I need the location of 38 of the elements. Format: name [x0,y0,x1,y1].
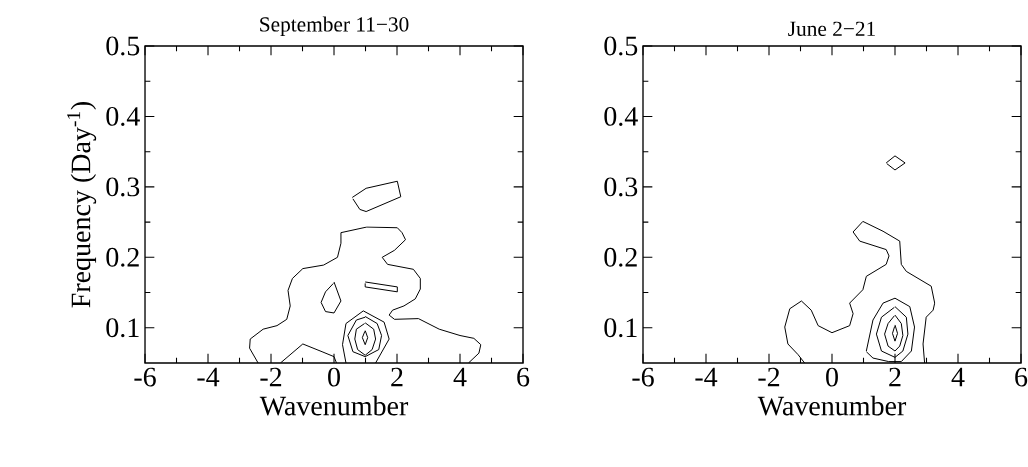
y-tick-label: 0.5 [604,36,638,56]
x-tick-label: 6 [517,367,530,387]
x-tick-label: -4 [695,367,718,387]
y-axis-title: Frequency (Day$^{-1}$) [67,101,97,308]
line-series [364,281,398,293]
x-tick-label: -6 [134,367,156,387]
line-series [361,330,369,346]
line-series [875,306,909,358]
line-series [891,324,899,342]
x-tick-label: -6 [632,367,654,387]
x-tick-label: 2 [889,367,901,387]
line-series [884,314,904,352]
x-tick-label: 4 [453,367,467,387]
x-tick-label: 4 [951,367,965,387]
line-series [351,180,402,213]
x-tick-label: 2 [391,367,403,387]
x-tick-label: -4 [197,367,220,387]
y-tick-label: 0.3 [106,177,140,197]
y-tick-label: 0.1 [604,318,637,338]
line-series [320,281,342,314]
x-tick-label: 0 [826,367,838,387]
y-tick-label: 0.4 [604,106,638,126]
x-axis-title: Wavenumber [757,395,907,416]
x-axis-title: Wavenumber [259,395,409,416]
chart-title: June 2−21 [788,21,875,36]
y-tick-label: 0.5 [106,36,140,56]
x-tick-label: -2 [260,367,282,387]
y-tick-label: 0.1 [106,318,139,338]
line-series [347,316,383,358]
chart-title: September 11−30 [260,16,409,36]
y-tick-label: 0.3 [604,177,638,197]
x-tick-label: 6 [1015,367,1028,387]
line-series [885,155,906,171]
x-tick-label: 0 [328,367,340,387]
y-tick-label: 0.2 [106,247,139,267]
y-tick-label: 0.4 [106,106,140,126]
x-tick-label: -2 [758,367,780,387]
y-tick-label: 0.2 [604,247,637,267]
